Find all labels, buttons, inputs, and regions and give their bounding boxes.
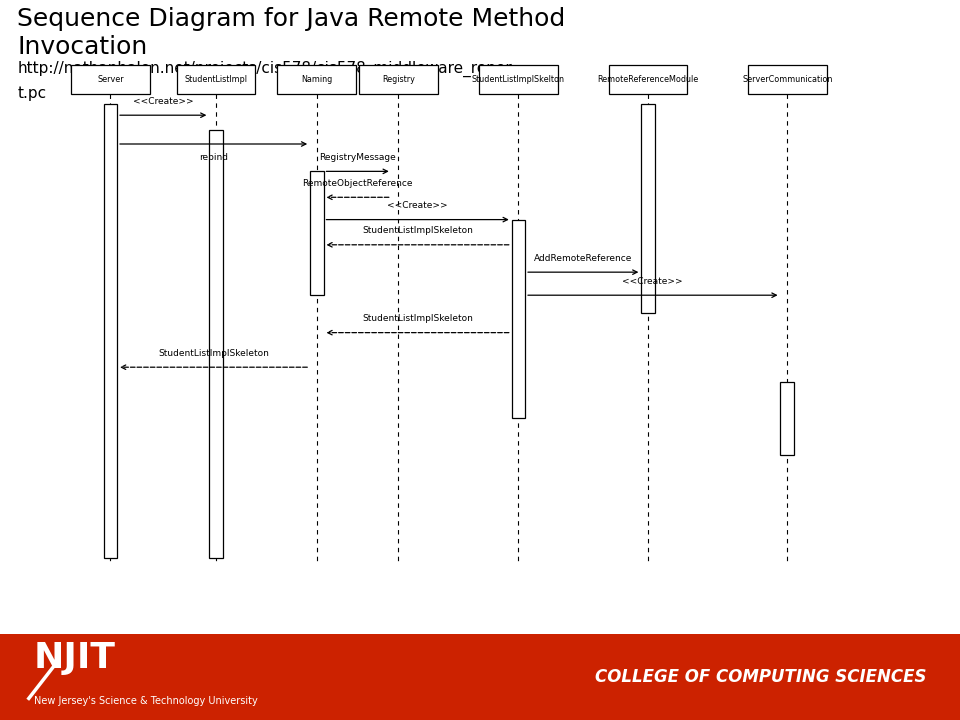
- Text: Registry: Registry: [382, 75, 415, 84]
- Text: rebind: rebind: [199, 153, 228, 163]
- Bar: [209, 130, 223, 558]
- Bar: [277, 65, 356, 94]
- Text: <<Create>>: <<Create>>: [387, 201, 448, 210]
- Bar: [177, 65, 255, 94]
- Text: New Jersey's Science & Technology University: New Jersey's Science & Technology Univer…: [34, 696, 257, 706]
- Text: Server: Server: [97, 75, 124, 84]
- Text: Naming: Naming: [301, 75, 332, 84]
- Bar: [479, 65, 558, 94]
- Bar: [359, 65, 438, 94]
- Text: RegistryMessage: RegistryMessage: [320, 153, 396, 162]
- Bar: [641, 104, 655, 313]
- Text: StudentListImplSkelton: StudentListImplSkelton: [472, 75, 564, 84]
- Text: <<Create>>: <<Create>>: [132, 97, 194, 106]
- Text: StudentListImplSkeleton: StudentListImplSkeleton: [158, 348, 269, 358]
- Text: COLLEGE OF COMPUTING SCIENCES: COLLEGE OF COMPUTING SCIENCES: [595, 668, 926, 685]
- Text: StudentListImplSkeleton: StudentListImplSkeleton: [362, 314, 473, 323]
- Bar: [748, 65, 827, 94]
- Text: RemoteObjectReference: RemoteObjectReference: [302, 179, 413, 188]
- Text: StudentListImplSkeleton: StudentListImplSkeleton: [362, 226, 473, 235]
- Bar: [310, 171, 324, 295]
- Bar: [0, 634, 960, 720]
- Bar: [512, 220, 525, 418]
- Text: AddRemoteReference: AddRemoteReference: [534, 254, 633, 263]
- Bar: [71, 65, 150, 94]
- Text: <<Create>>: <<Create>>: [622, 277, 684, 286]
- Text: ServerCommunication: ServerCommunication: [742, 75, 832, 84]
- Text: Invocation: Invocation: [17, 35, 148, 58]
- Bar: [104, 104, 117, 558]
- Text: Sequence Diagram for Java Remote Method: Sequence Diagram for Java Remote Method: [17, 7, 565, 31]
- Bar: [609, 65, 687, 94]
- Bar: [780, 382, 794, 455]
- Text: t.pc: t.pc: [17, 86, 46, 101]
- Text: NJIT: NJIT: [34, 641, 115, 675]
- Text: StudentListImpl: StudentListImpl: [184, 75, 248, 84]
- Text: http://nathanbalon.net/projects/cis578/cis578_middleware_repor: http://nathanbalon.net/projects/cis578/c…: [17, 60, 512, 77]
- Text: RemoteReferenceModule: RemoteReferenceModule: [597, 75, 699, 84]
